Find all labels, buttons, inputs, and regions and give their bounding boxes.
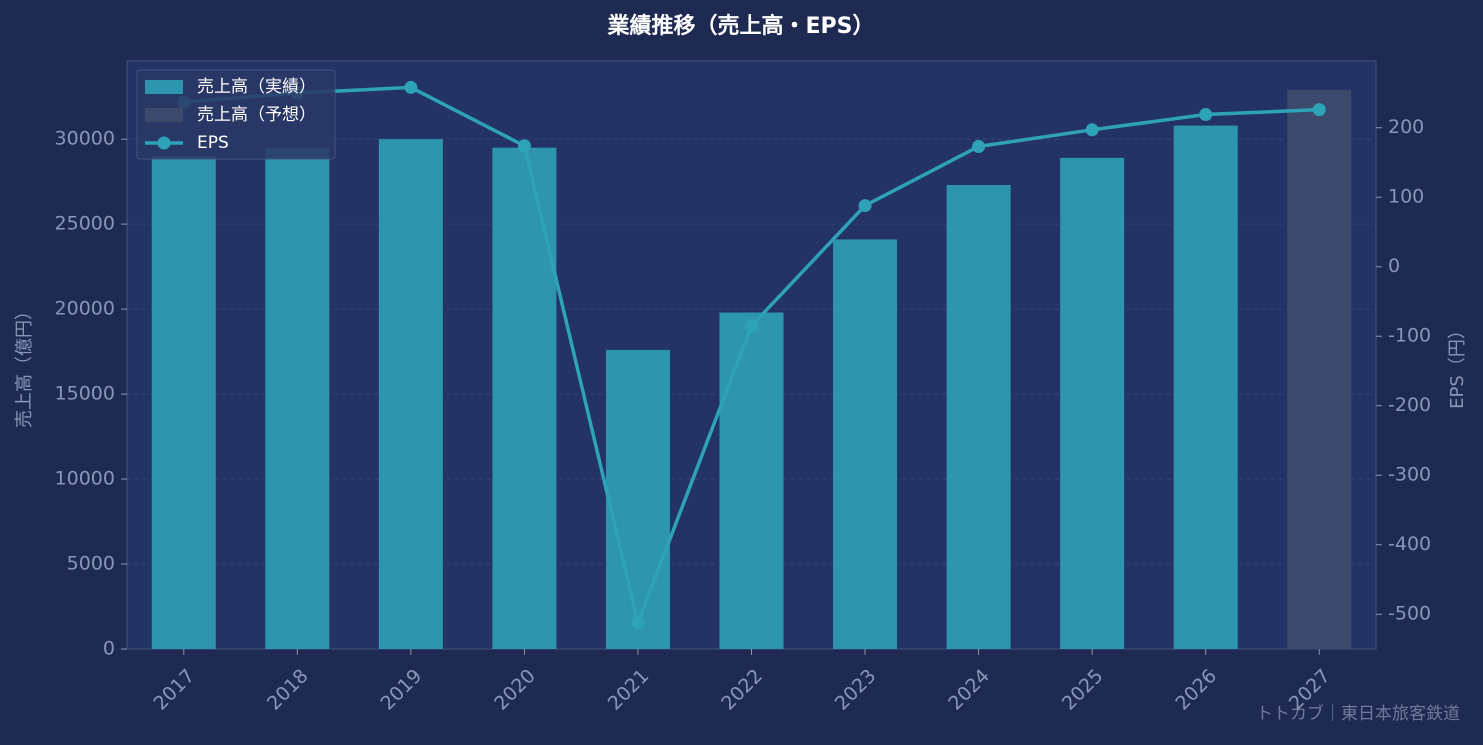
y-tick-label: 15000 [55, 383, 115, 405]
y2-tick-label: 0 [1388, 255, 1400, 277]
bar [265, 147, 330, 649]
line-marker [631, 616, 645, 630]
legend-swatch [145, 108, 183, 122]
line-marker [858, 199, 872, 213]
y-tick-label: 0 [103, 638, 115, 660]
legend-marker [157, 136, 171, 150]
y-tick-label: 20000 [55, 298, 115, 320]
line-marker [517, 139, 531, 153]
bar [1060, 157, 1125, 649]
y2-tick-label: 200 [1388, 116, 1424, 138]
y2-tick-label: 100 [1388, 186, 1424, 208]
bar [492, 147, 557, 649]
bar [1173, 125, 1238, 650]
y-tick-label: 10000 [55, 468, 115, 490]
bar [946, 185, 1011, 649]
legend-label: 売上高（実績） [197, 77, 316, 97]
bar [719, 312, 784, 649]
line-marker [1312, 103, 1326, 117]
y2-tick-label: -500 [1388, 603, 1431, 625]
legend-label: 売上高（予想） [197, 105, 316, 125]
line-marker [745, 319, 758, 333]
line-marker [972, 139, 986, 153]
legend-box [136, 69, 336, 160]
y2-tick-label: -100 [1388, 325, 1431, 347]
bar [1287, 89, 1352, 649]
y-tick-label: 25000 [55, 213, 115, 235]
y-tick-label: 30000 [55, 128, 115, 150]
line-marker [404, 80, 418, 94]
line-marker [1085, 123, 1099, 137]
bar [151, 156, 216, 649]
bar [833, 239, 898, 649]
legend-label: EPS [197, 133, 229, 153]
legend-swatch [145, 80, 183, 94]
y2-tick-label: -300 [1388, 464, 1431, 486]
y2-axis-label: EPS（円） [1447, 321, 1468, 409]
line-marker [1199, 108, 1213, 122]
y2-tick-label: -200 [1388, 394, 1431, 416]
bar [605, 349, 670, 649]
chart-title: 業績推移（売上高・EPS） [608, 13, 875, 39]
y-axis-label: 売上高（億円） [14, 302, 35, 428]
footer: トトカブ｜東日本旅客鉄道 [1256, 703, 1460, 724]
bar [378, 139, 443, 650]
y2-tick-label: -400 [1388, 533, 1431, 555]
y-tick-label: 5000 [67, 553, 115, 575]
